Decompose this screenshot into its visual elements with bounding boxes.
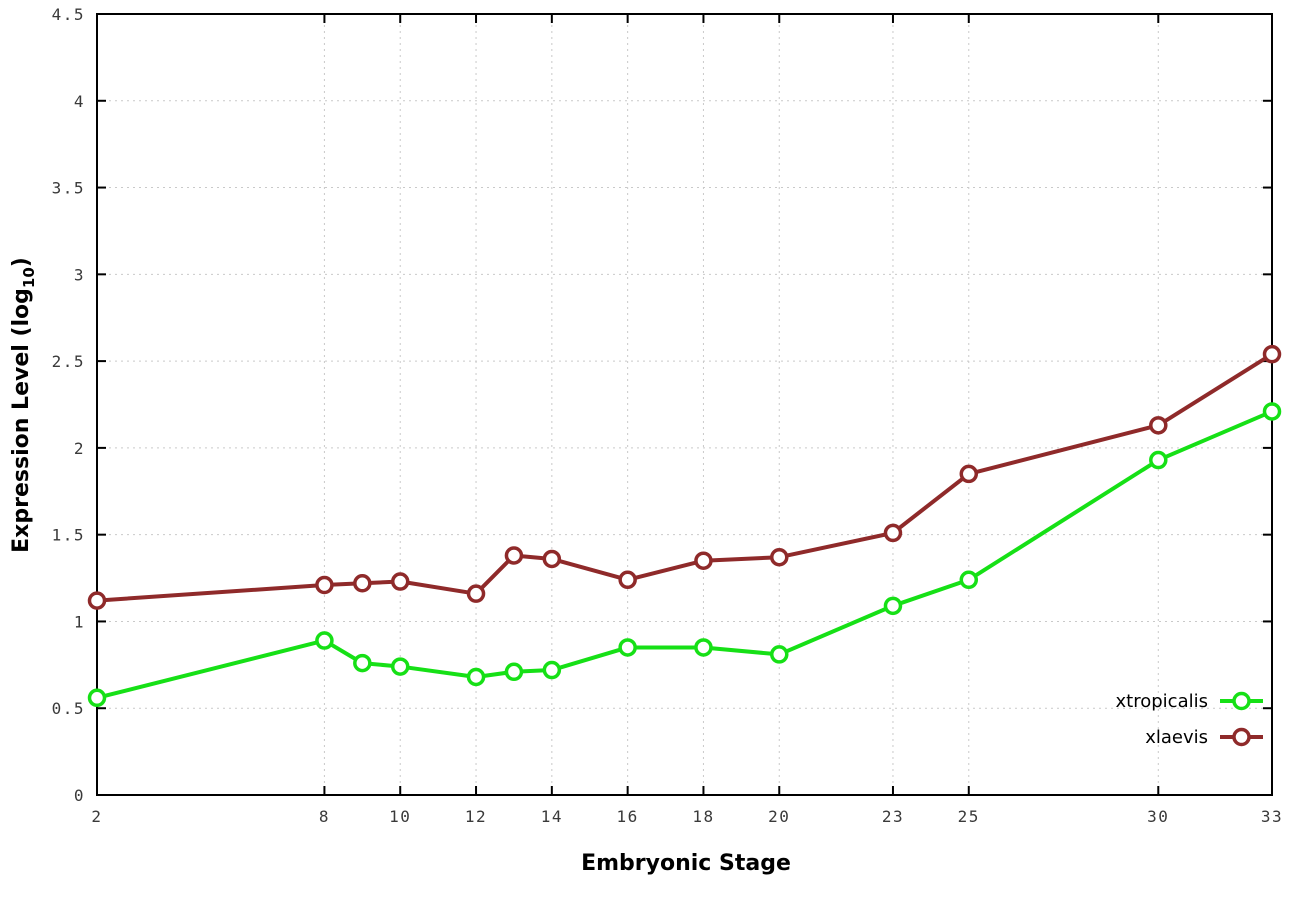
data-point-xtropicalis bbox=[883, 596, 903, 616]
data-point-xlaevis bbox=[618, 570, 637, 590]
x-tick-label-30: 30 bbox=[1147, 807, 1169, 826]
data-point-xtropicalis bbox=[315, 631, 334, 650]
y-tick-label-2.5: 2.5 bbox=[52, 352, 85, 371]
y-tick-label-1.5: 1.5 bbox=[52, 526, 85, 545]
y-axis-label-subscript: 10 bbox=[20, 267, 38, 288]
data-point-xlaevis bbox=[390, 572, 410, 591]
data-point-xtropicalis bbox=[1149, 450, 1168, 470]
y-tick-label-2: 2 bbox=[74, 439, 85, 458]
x-tick-label-14: 14 bbox=[541, 807, 563, 826]
y-tick-label-0.5: 0.5 bbox=[52, 699, 85, 718]
x-tick-label-25: 25 bbox=[958, 807, 980, 826]
data-point-xlaevis bbox=[1262, 344, 1282, 364]
data-point-xlaevis bbox=[1149, 416, 1168, 435]
data-point-xlaevis bbox=[87, 591, 107, 610]
x-tick-label-33: 33 bbox=[1261, 807, 1283, 826]
y-axis-label-suffix: ) bbox=[9, 257, 34, 267]
legend-label-xlaevis: xlaevis bbox=[1145, 727, 1208, 748]
y-tick-label-4.5: 4.5 bbox=[52, 5, 85, 24]
data-point-xlaevis bbox=[504, 546, 524, 565]
series-line-xlaevis bbox=[95, 352, 1274, 603]
data-point-xtropicalis bbox=[770, 645, 789, 664]
y-axis-label-prefix: Expression Level (log bbox=[9, 288, 34, 553]
x-tick-label-10: 10 bbox=[389, 807, 411, 826]
x-tick-label-18: 18 bbox=[692, 807, 714, 826]
y-axis-label: Expression Level (log10) bbox=[9, 257, 38, 553]
data-point-xlaevis bbox=[883, 523, 903, 543]
data-point-xtropicalis bbox=[618, 638, 637, 657]
x-tick-label-20: 20 bbox=[768, 807, 790, 826]
x-tick-label-2: 2 bbox=[91, 807, 102, 826]
x-axis-label: Embryonic Stage bbox=[581, 851, 791, 876]
data-point-xlaevis bbox=[466, 584, 486, 603]
y-tick-label-3.5: 3.5 bbox=[52, 179, 85, 198]
data-point-xtropicalis bbox=[353, 653, 372, 673]
plot-border bbox=[96, 13, 1273, 796]
data-point-xtropicalis bbox=[1262, 402, 1282, 421]
data-point-xtropicalis bbox=[87, 688, 107, 708]
legend-marker-xtropicalis bbox=[1232, 691, 1251, 711]
data-point-xtropicalis bbox=[959, 570, 979, 590]
data-point-xtropicalis bbox=[694, 638, 713, 657]
x-tick-label-16: 16 bbox=[617, 807, 639, 826]
y-tick-label-1: 1 bbox=[74, 612, 85, 631]
data-point-xlaevis bbox=[353, 574, 372, 593]
x-tick-label-23: 23 bbox=[882, 807, 904, 826]
data-point-xlaevis bbox=[542, 549, 562, 569]
legend-marker-xlaevis bbox=[1232, 727, 1251, 747]
y-tick-label-0: 0 bbox=[74, 786, 85, 805]
data-point-xlaevis bbox=[770, 547, 789, 567]
data-point-xtropicalis bbox=[466, 667, 486, 687]
data-point-xlaevis bbox=[694, 551, 713, 570]
data-point-xlaevis bbox=[959, 464, 979, 484]
x-tick-label-8: 8 bbox=[319, 807, 330, 826]
data-point-xtropicalis bbox=[542, 660, 562, 680]
y-tick-label-3: 3 bbox=[74, 265, 85, 284]
plot-layer: 2 8 10 12 14 16 18 20 23 25 30 33 0 0.5 1 1.5 2 2.5 3 3.5 4 4… bbox=[52, 5, 1283, 826]
y-tick-label-4: 4 bbox=[74, 92, 85, 111]
legend-label-xtropicalis: xtropicalis bbox=[1116, 691, 1208, 712]
data-point-xtropicalis bbox=[390, 657, 410, 676]
data-point-xtropicalis bbox=[504, 662, 524, 682]
series-line-xtropicalis bbox=[95, 409, 1274, 700]
x-tick-label-12: 12 bbox=[465, 807, 487, 826]
data-point-xlaevis bbox=[315, 575, 334, 595]
